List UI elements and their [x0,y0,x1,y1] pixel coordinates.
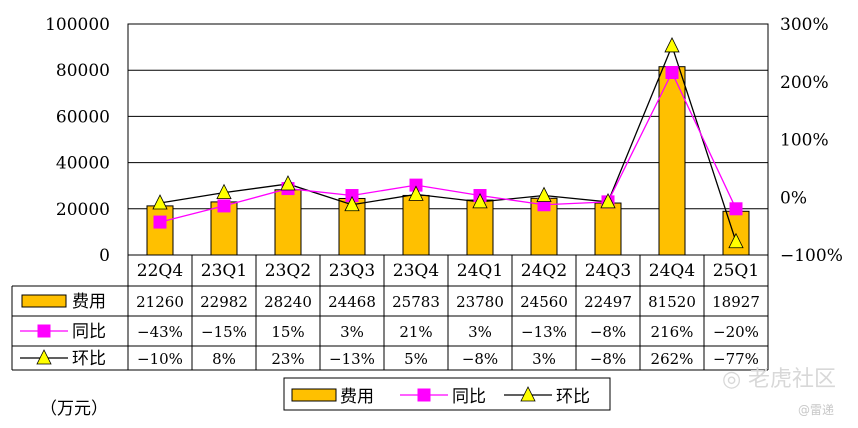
legend[interactable]: 费用 同比 环比 [283,377,611,411]
left-tick-label: 0 [99,246,110,266]
right-tick-label: 300% [780,15,829,35]
legend-bar-key [291,388,337,402]
table-cell: 23780 [456,293,504,311]
qoq-marker [152,194,168,210]
unit-label: （万元） [40,399,108,419]
table-cell: 3% [532,350,556,368]
qoq-marker [728,232,744,249]
row-key-bar [21,294,67,308]
data-table: 22Q4 23Q1 23Q2 23Q3 23Q4 24Q1 24Q2 24Q3 24Q4 25Q1… [11,254,769,371]
table-cell: 23% [271,350,304,368]
table-cell: 21% [399,323,432,341]
table-cell: 216% [651,323,694,341]
yoy-marker [217,199,231,213]
legend-label: 同比 [452,387,486,407]
qoq-marker [216,183,232,200]
qoq-marker [536,186,552,202]
right-tick-label: 100% [780,131,829,151]
left-tick-label: 80000 [56,61,110,81]
table-cell: 262% [651,350,694,368]
left-tick-label: 60000 [56,107,110,127]
table-cell: −77% [713,350,759,368]
table-cell: 15% [271,323,304,341]
qoq-marker [408,185,424,201]
right-tick-label: 0% [780,188,807,208]
table-cell: 22497 [584,293,632,311]
legend-label: 环比 [556,387,590,407]
category-label: 23Q1 [201,261,247,281]
row-key-triangle-icon [36,349,52,365]
left-tick-label: 100000 [45,15,110,35]
table-cell: 22982 [200,293,248,311]
watermark-logo-icon: ◎ [722,367,741,392]
table-cell: −10% [137,350,183,368]
table-cell: −8% [590,323,626,341]
table-cell: 3% [340,323,364,341]
table-cell: −8% [462,350,498,368]
bar [594,202,622,256]
qoq-marker [664,37,680,53]
table-cell: −13% [521,323,567,341]
legend-box [283,377,611,411]
category-label: 24Q2 [521,261,567,281]
category-label: 23Q4 [393,261,439,281]
table-cell: −8% [590,350,626,368]
qoq-marker [344,195,360,212]
table-cell: 24468 [328,293,376,311]
bar [466,199,494,256]
legend-triangle-icon [520,386,536,402]
right-tick-label: 200% [780,73,829,93]
category-label: 23Q2 [265,261,311,281]
category-label: 24Q1 [457,261,503,281]
qoq-marker [280,175,296,191]
yoy-marker [153,215,167,229]
table-cell: 3% [468,323,492,341]
legend-square-icon [417,388,431,402]
qoq-marker [472,192,488,209]
qoq-line [159,44,737,242]
bar [274,189,302,256]
yoy-marker [665,66,679,80]
row-header: 环比 [72,349,106,369]
table-cell: −13% [329,350,375,368]
yoy-line [159,71,737,223]
row-key-square-icon [37,324,51,338]
category-label: 25Q1 [713,261,759,281]
bar [658,66,686,256]
table-cell: 24560 [520,293,568,311]
row-header: 费用 [72,292,106,312]
category-label: 24Q4 [649,261,695,281]
category-label: 24Q3 [585,261,631,281]
qoq-marker [600,192,616,209]
right-tick-label: −100% [780,246,843,266]
category-label: 23Q3 [329,261,375,281]
legend-label: 费用 [340,387,374,407]
watermark-subtext: @雷递 [798,403,834,417]
yoy-marker [729,202,743,216]
left-tick-label: 20000 [56,200,110,220]
bar [146,205,174,256]
table-cell: 18927 [712,293,760,311]
line-series [152,37,744,249]
table-cell: 25783 [392,293,440,311]
left-tick-label: 40000 [56,154,110,174]
table-cell: −20% [713,323,759,341]
row-header: 同比 [72,322,106,342]
table-cell: 21260 [136,293,184,311]
table-cell: 8% [212,350,236,368]
table-cell: 81520 [648,293,696,311]
category-label: 22Q4 [137,261,183,281]
bar-series [146,66,750,256]
table-cell: −15% [201,323,247,341]
table-cell: −43% [137,323,183,341]
bar [402,194,430,256]
table-cell: 5% [404,350,428,368]
watermark: ◎ 老虎社区 @雷递 [722,367,836,417]
table-cell: 28240 [264,293,312,311]
watermark-text: 老虎社区 [748,367,836,392]
